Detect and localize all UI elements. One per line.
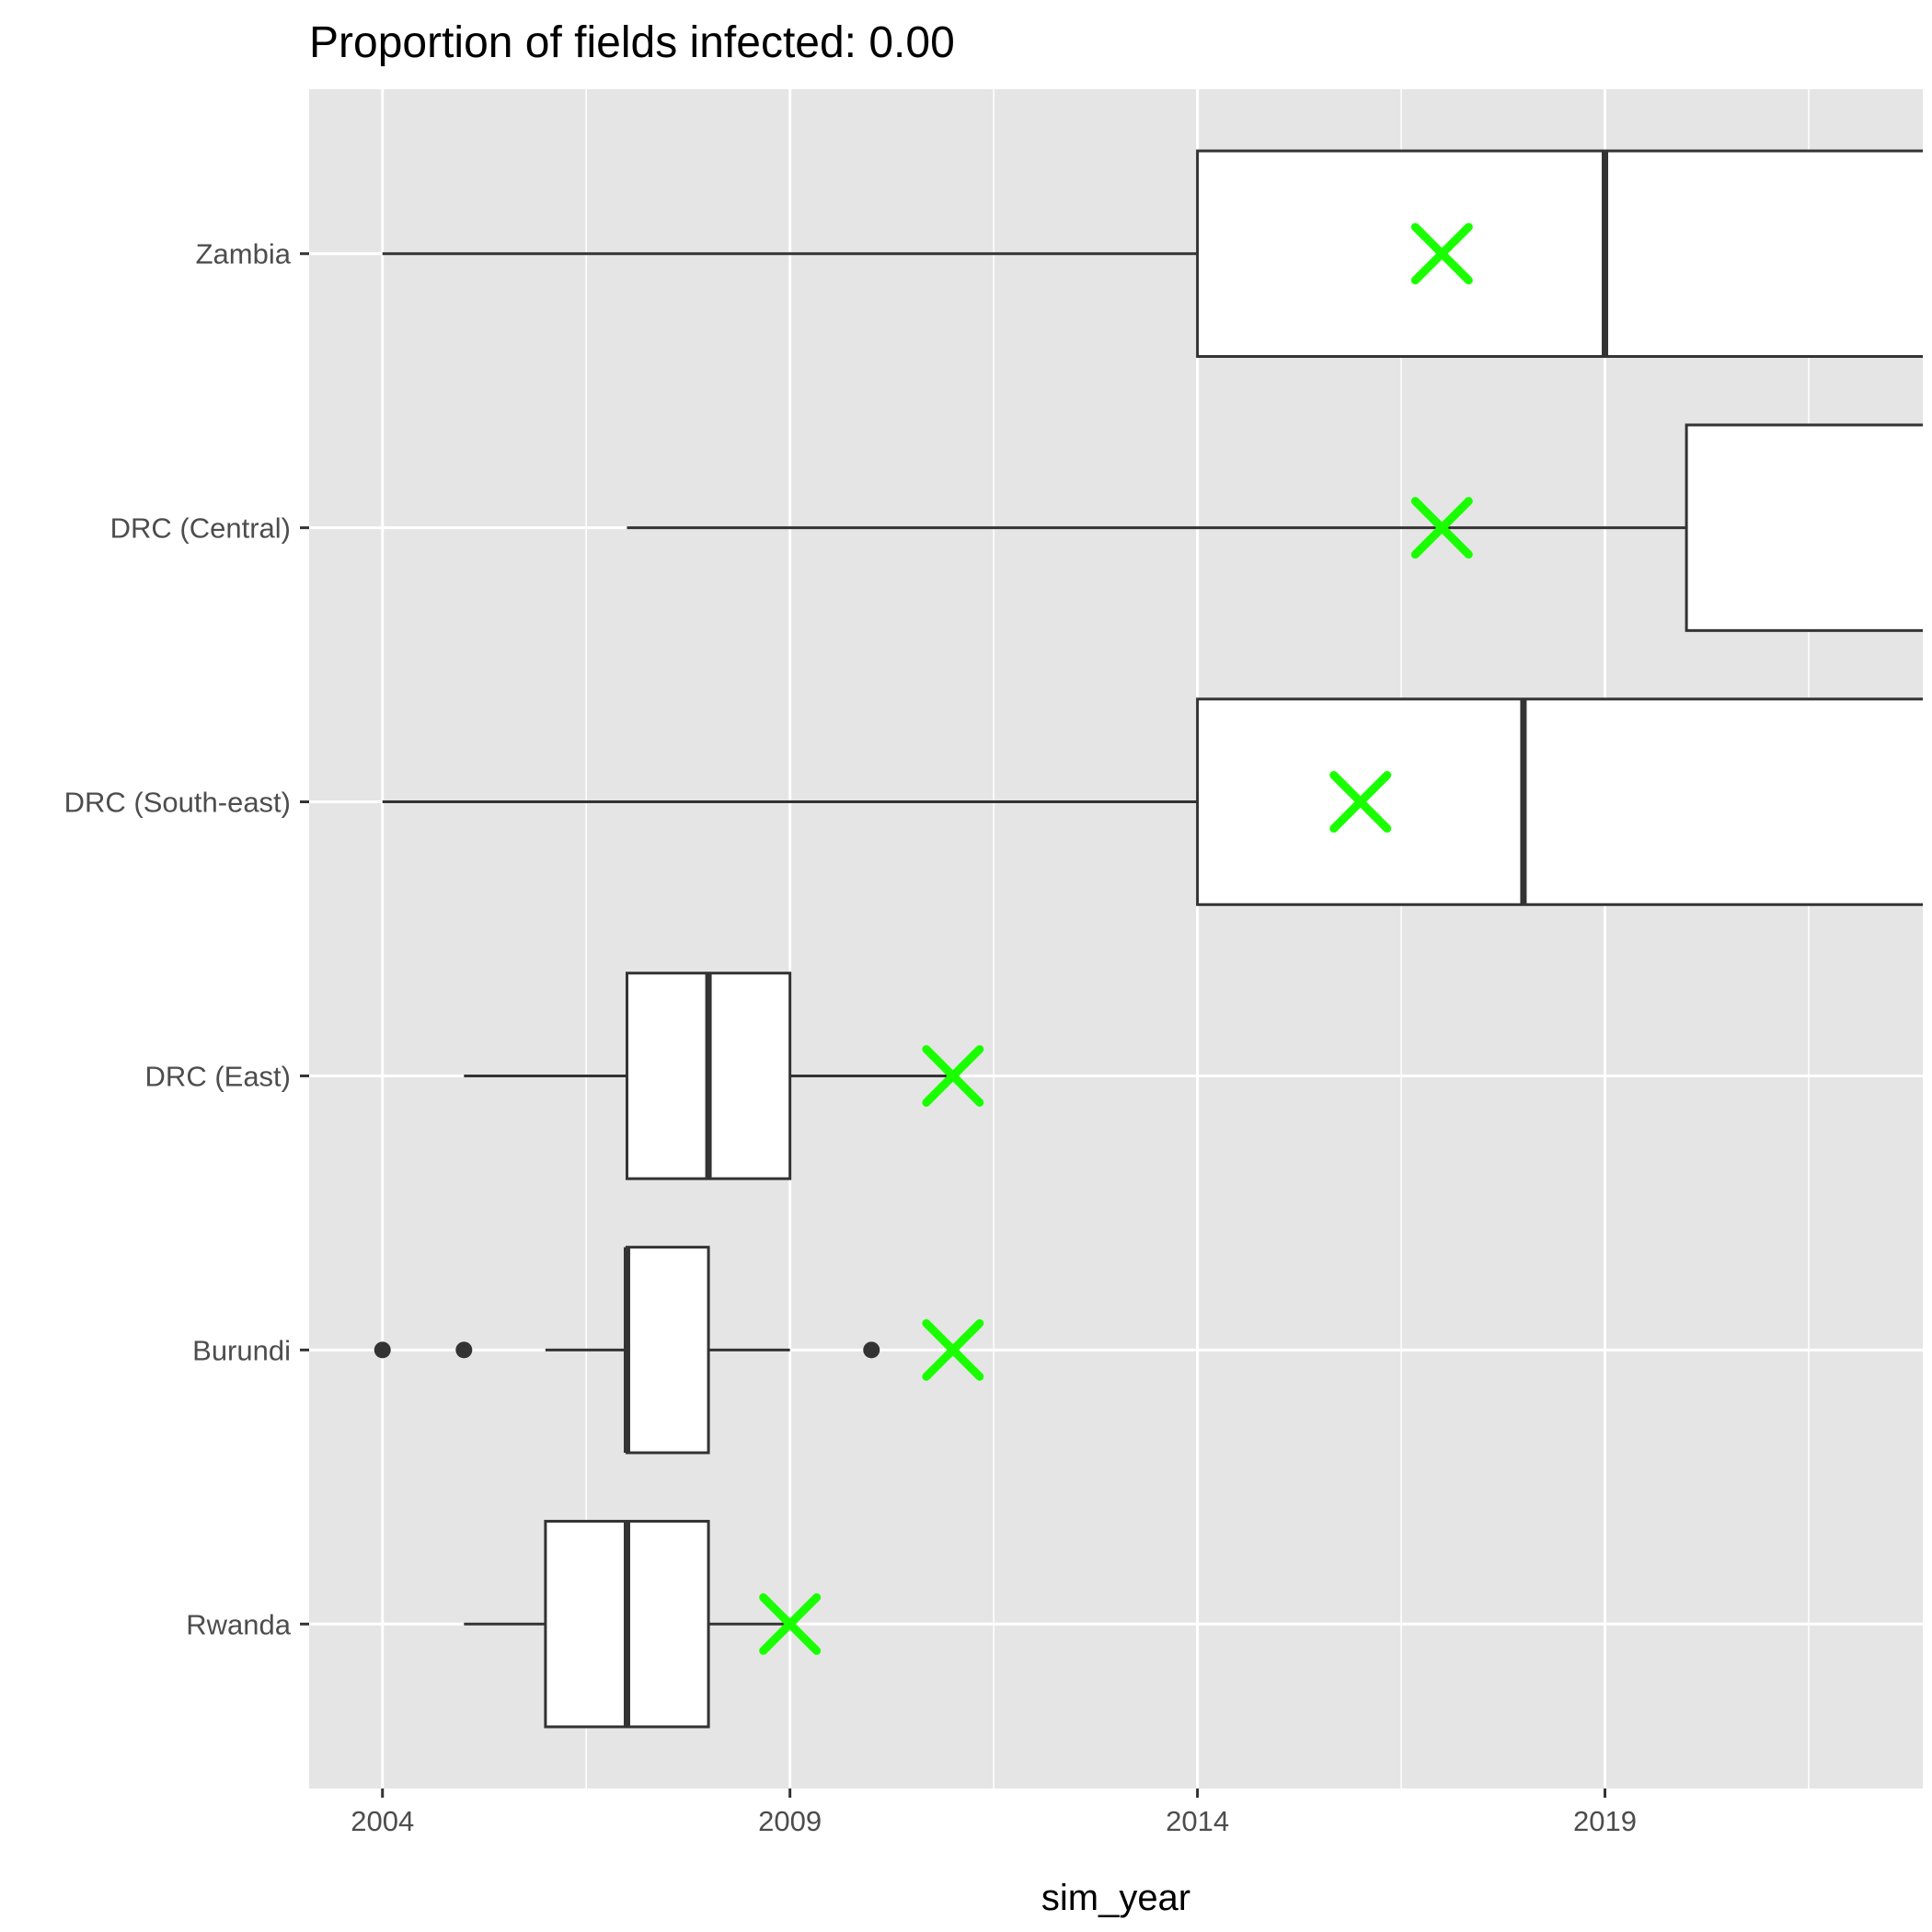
observed-marker-stroke-b <box>922 1044 984 1107</box>
x-axis: 2004 2009 2014 2019 <box>351 1788 1637 1837</box>
outlier-point <box>374 1341 391 1359</box>
x-axis-title: sim_year <box>1041 1878 1190 1918</box>
box-iqr <box>625 1246 710 1455</box>
observed-marker-stroke-b <box>1410 497 1473 559</box>
plot-panel <box>309 89 1923 1788</box>
observed-marker-stroke-b <box>1329 771 1392 834</box>
y-tick-label: DRC (Central) <box>110 512 291 545</box>
chart-title: Proportion of fields infected: 0.00 <box>309 18 955 67</box>
y-tick-label: Zambia <box>196 238 292 270</box>
observed-marker-stroke-b <box>1410 223 1473 285</box>
observed-marker-stroke-b <box>759 1593 822 1655</box>
y-tick-label: Rwanda <box>186 1608 291 1640</box>
x-tick-label: 2004 <box>351 1805 414 1837</box>
box-iqr <box>1685 423 1923 632</box>
x-tick-label: 2019 <box>1573 1805 1637 1837</box>
y-tick-label: DRC (East) <box>145 1060 291 1092</box>
outlier-point <box>863 1341 880 1359</box>
box-marks <box>374 149 1923 1729</box>
observed-markers <box>759 223 1473 1655</box>
x-tick-label: 2014 <box>1166 1805 1229 1837</box>
y-axis: Zambia DRC (Central) DRC (South-east) DRC (… <box>64 238 309 1640</box>
box-iqr <box>1196 149 1923 358</box>
y-tick-label: Burundi <box>192 1334 291 1366</box>
box-iqr <box>1196 697 1923 906</box>
observed-marker-stroke-b <box>922 1318 984 1381</box>
x-tick-label: 2009 <box>758 1805 822 1837</box>
minor-gridlines <box>585 89 1810 1788</box>
outlier-point <box>455 1341 473 1359</box>
y-tick-label: DRC (South-east) <box>64 787 291 819</box>
